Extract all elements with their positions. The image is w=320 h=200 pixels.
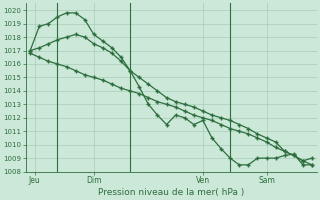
X-axis label: Pression niveau de la mer( hPa ): Pression niveau de la mer( hPa )	[98, 188, 244, 197]
